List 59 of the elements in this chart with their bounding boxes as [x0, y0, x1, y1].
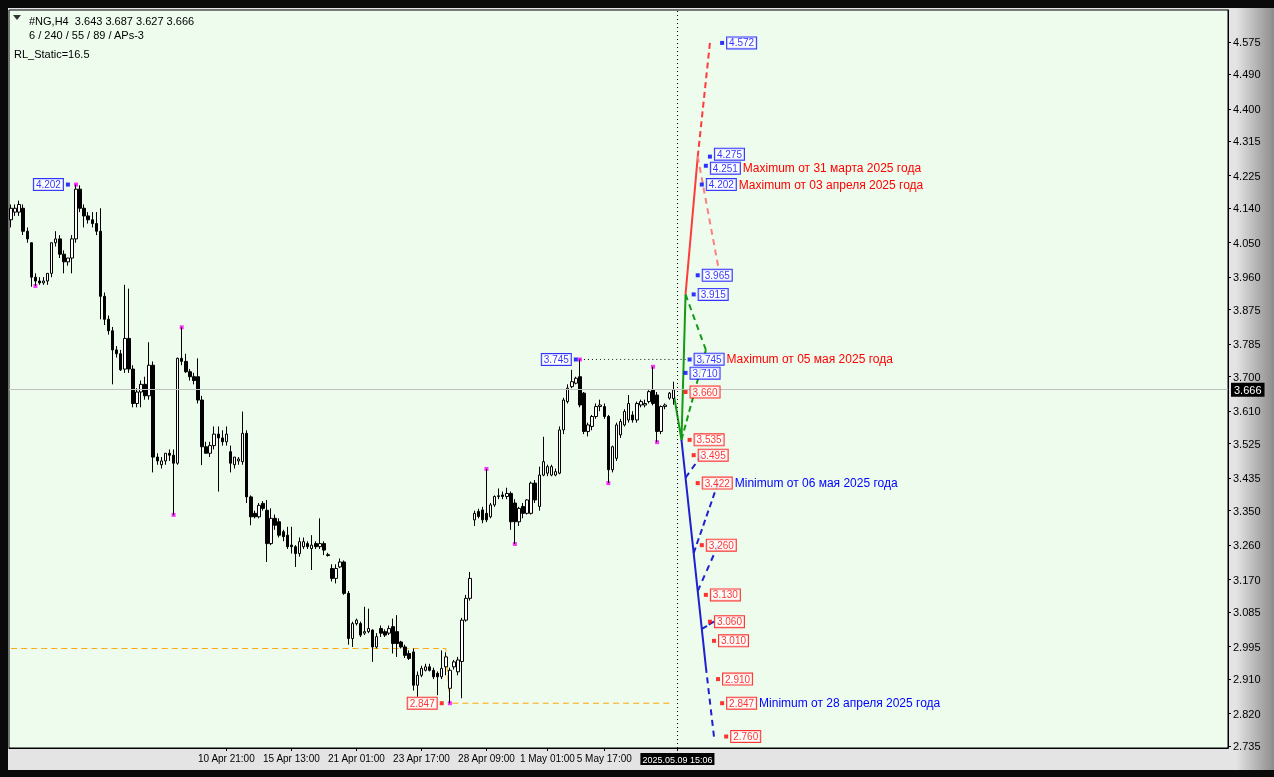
- y-tick-label: 3.960: [1233, 271, 1261, 284]
- x-tick-label: 2025.05.09 15:06: [642, 754, 713, 765]
- x-tick-label: 1 May 01:00: [519, 752, 576, 764]
- data-label: 3.495: [700, 449, 727, 461]
- data-label: 4.202: [35, 179, 62, 191]
- data-label: 3.660: [692, 386, 719, 398]
- annotation: RL_Static=16.5: [14, 47, 90, 60]
- y-tick-label: 3.170: [1233, 573, 1261, 586]
- text: 6 / 240 / 55 / 89 / APs-3: [29, 28, 144, 41]
- y-tick-label: 3.085: [1233, 606, 1261, 619]
- x-tick-label: 15 Apr 13:00: [263, 752, 321, 764]
- y-tick-label: 2.995: [1233, 640, 1261, 653]
- data-label: 3.745: [543, 353, 570, 365]
- data-label: 4.202: [708, 179, 735, 191]
- y-tick-label: 4.050: [1233, 236, 1261, 249]
- text: Minimum от 28 апреля 2025 года: [759, 696, 941, 711]
- y-tick-label: 4.225: [1233, 169, 1261, 182]
- chart-title: #NG,H4 3.643 3.687 3.627 3.666: [29, 14, 195, 27]
- y-tick-label: 4.490: [1233, 68, 1261, 81]
- y-tick-label: 3.785: [1233, 338, 1261, 351]
- y-tick-label: 4.140: [1233, 202, 1261, 215]
- x-tick-label: 21 Apr 01:00: [328, 752, 386, 764]
- data-label: 3.535: [696, 434, 723, 446]
- x-tick-label: 10 Apr 21:00: [198, 752, 256, 764]
- data-label: 3.130: [712, 589, 739, 601]
- y-tick-label: 4.315: [1233, 135, 1261, 148]
- data-label: 4.572: [729, 37, 755, 49]
- data-label: 3.010: [720, 635, 747, 647]
- data-label: 4.275: [716, 148, 743, 160]
- data-label: 2.760: [733, 731, 759, 743]
- y-tick-label: 2.820: [1233, 707, 1261, 720]
- y-tick-label: 4.400: [1233, 102, 1261, 115]
- data-label: 4.251: [712, 162, 739, 174]
- y-tick-label: 3.260: [1233, 539, 1261, 552]
- y-tick-label: 3.610: [1233, 405, 1261, 418]
- data-label: 3.710: [692, 367, 719, 379]
- text: Maximum от 31 марта 2025 года: [742, 161, 922, 176]
- y-tick-label: 3.875: [1233, 303, 1261, 316]
- data-label: 2.910: [725, 673, 751, 685]
- y-tick-label: 4.575: [1233, 35, 1261, 48]
- data-label: 3.745: [696, 353, 723, 365]
- data-label: 2.847: [729, 697, 755, 709]
- y-tick-label: 3.700: [1233, 370, 1261, 383]
- y-tick-label: 3.435: [1233, 472, 1261, 485]
- x-tick-label: 28 Apr 09:00: [458, 752, 516, 764]
- y-tick-label: 3.350: [1233, 504, 1261, 517]
- data-label: 3.965: [704, 269, 731, 281]
- text: Maximum от 03 апреля 2025 года: [738, 177, 924, 192]
- data-label: 3.915: [700, 288, 727, 300]
- ref-line-label: 3.666: [1234, 383, 1262, 396]
- x-tick-label: 23 Apr 17:00: [393, 752, 451, 764]
- data-label: 3.060: [716, 616, 743, 628]
- text: Minimum от 06 мая 2025 года: [734, 476, 898, 491]
- y-tick-label: 2.910: [1233, 673, 1261, 686]
- text: Maximum от 05 мая 2025 года: [726, 352, 894, 367]
- y-tick-label: 2.735: [1233, 740, 1261, 753]
- data-label: 2.847: [409, 697, 436, 709]
- y-tick-label: 3.525: [1233, 437, 1261, 450]
- x-tick-label: 5 May 17:00: [576, 752, 633, 764]
